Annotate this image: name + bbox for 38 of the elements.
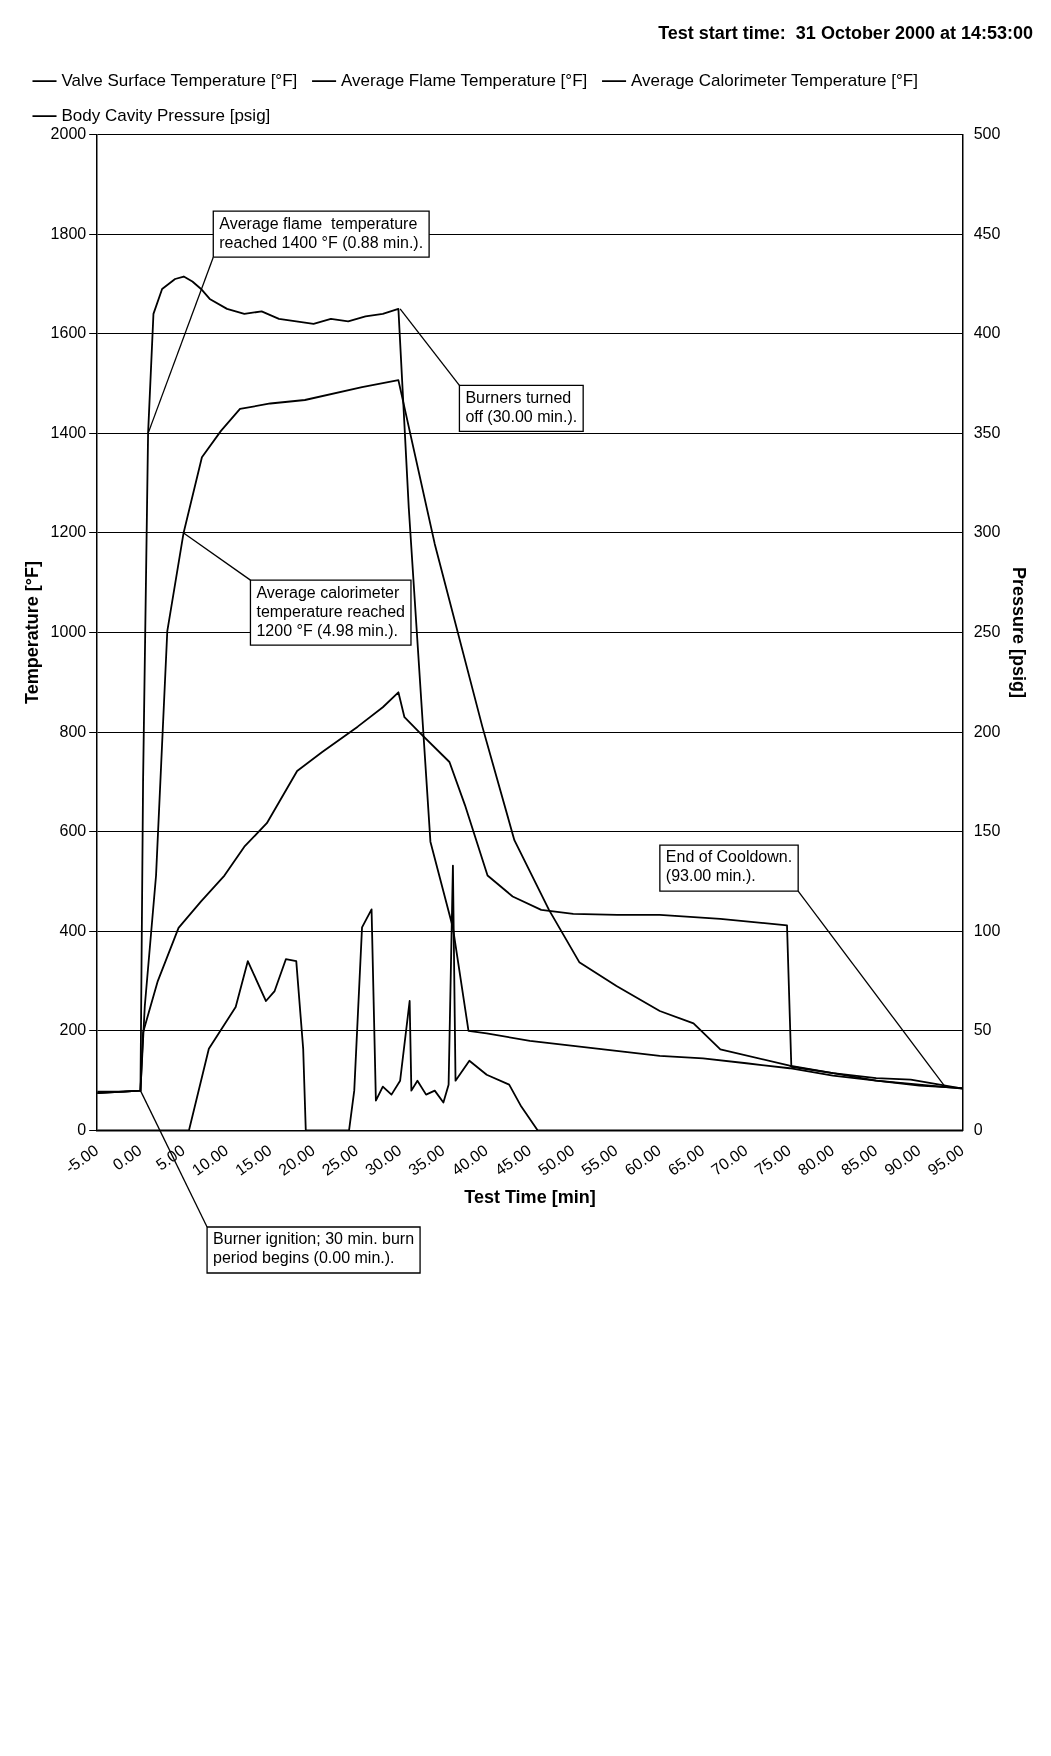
x-tick-label: -5.00 — [61, 1141, 102, 1177]
y2-tick-label: 200 — [973, 722, 1001, 740]
y-tick-label: 800 — [59, 722, 87, 740]
legend-label: Body Cavity Pressure [psig] — [61, 105, 271, 125]
y-tick-label: 0 — [77, 1120, 87, 1138]
y-tick-label: 2000 — [50, 125, 87, 143]
y-axis-title: Temperature [°F] — [21, 561, 42, 704]
x-axis-title: Test Time [min] — [464, 1187, 596, 1208]
y2-tick-label: 300 — [973, 523, 1001, 541]
y2-tick-label: 250 — [973, 622, 1001, 640]
y2-axis-title: Pressure [psig] — [1009, 567, 1030, 699]
annotation: Average flame temperature reached 1400 °F (0.88 min.). — [219, 214, 424, 251]
y2-tick-label: 500 — [973, 125, 1001, 143]
y-tick-label: 1200 — [50, 523, 87, 541]
annotation: End of Cooldown. (93.00 min.). — [665, 848, 793, 885]
y2-tick-label: 50 — [973, 1021, 992, 1039]
annotation: Burner ignition; 30 min. burn period begins (0.00 min.). — [213, 1230, 415, 1267]
y-tick-label: 400 — [59, 921, 87, 939]
legend-label: Valve Surface Temperature [°F] — [61, 70, 298, 90]
annotation: Average calorimeter temperature reached 1200 °F (4.98 min.). — [256, 583, 405, 639]
y2-tick-label: 400 — [973, 324, 1001, 342]
y2-tick-label: 450 — [973, 224, 1001, 242]
chart-title: Test start time: 31 October 2000 at 14:53:00 — [658, 22, 1033, 43]
x-tick-label: 5.00 — [152, 1141, 189, 1174]
y2-tick-label: 350 — [973, 423, 1001, 441]
x-tick-label: 0.00 — [109, 1141, 145, 1174]
y-tick-label: 600 — [59, 822, 87, 840]
y-tick-label: 1400 — [50, 423, 87, 441]
y-tick-label: 1800 — [50, 224, 87, 242]
y2-tick-label: 150 — [973, 822, 1001, 840]
legend-label: Average Flame Temperature [°F] — [341, 70, 588, 90]
y-tick-label: 200 — [59, 1021, 87, 1039]
y-tick-label: 1000 — [50, 622, 87, 640]
annotation: Burners turned off (30.00 min.). — [465, 388, 578, 425]
y-tick-label: 1600 — [50, 324, 87, 342]
y2-tick-label: 0 — [973, 1120, 983, 1138]
legend-label: Average Calorimeter Temperature [°F] — [631, 70, 918, 90]
y2-tick-label: 100 — [973, 921, 1001, 939]
